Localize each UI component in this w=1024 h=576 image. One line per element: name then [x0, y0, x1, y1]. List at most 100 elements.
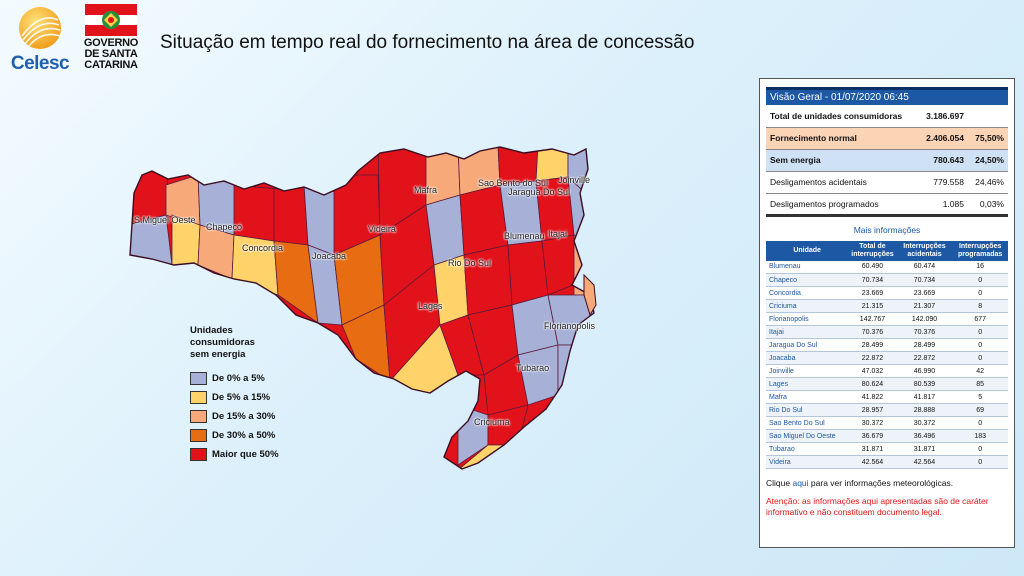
city-label: Joacaba [312, 251, 347, 261]
column-header: Unidade [766, 240, 849, 261]
legend-item: De 5% a 15% [190, 388, 330, 406]
table-row: Lages 80.624 80.539 85 [766, 377, 1008, 391]
overview-label: Total de unidades consumidoras [766, 105, 919, 128]
table-cell: 22.872 [896, 351, 953, 365]
weather-link[interactable]: aqui [792, 478, 809, 488]
table-cell: 0 [952, 351, 1008, 365]
overview-value: 3.186.697 [918, 105, 968, 128]
unit-name-link[interactable]: Concordia [766, 286, 849, 300]
unit-name-link[interactable]: Jaragua Do Sul [766, 338, 849, 352]
unit-name-link[interactable]: Joacaba [766, 351, 849, 365]
concession-area-map[interactable]: S.Miguel Oeste Chapecó Concordia Joacaba… [128, 145, 600, 470]
table-cell: 0 [952, 273, 1008, 287]
unit-name-link[interactable]: Mafra [766, 390, 849, 404]
legend-label: De 0% a 5% [212, 372, 265, 384]
table-cell: 28.888 [896, 403, 953, 417]
map-legend: Unidades consumidoras sem energia De 0% … [190, 325, 330, 464]
city-label: Lages [418, 301, 443, 311]
table-cell: 0 [952, 455, 1008, 469]
page-title: Situação em tempo real do fornecimento n… [160, 32, 695, 53]
unit-name-link[interactable]: Itajai [766, 325, 849, 339]
table-cell: 31.871 [896, 442, 953, 456]
table-cell: 21.307 [896, 299, 953, 313]
unit-name-link[interactable]: Sao Bento Do Sul [766, 416, 849, 430]
state-map[interactable] [128, 145, 600, 470]
overview-pct: 75,50% [967, 127, 1008, 150]
city-label: Videira [368, 224, 396, 234]
unit-name-link[interactable]: Joinville [766, 364, 849, 378]
legend-swatch [190, 371, 207, 385]
unit-name-link[interactable]: Sao Miguel Do Oeste [766, 429, 849, 443]
table-row: Sao Bento Do Sul 30.372 30.372 0 [766, 416, 1008, 430]
city-label: Blumenau [504, 231, 545, 241]
table-row: Joacaba 22.872 22.872 0 [766, 351, 1008, 365]
city-label: Sao Bento do Sul [478, 178, 549, 188]
table-row: Blumenau 60.490 60.474 16 [766, 260, 1008, 274]
table-cell: 30.372 [896, 416, 953, 430]
gov-line-1: GOVERNO [83, 37, 139, 49]
legend-label: De 5% a 15% [212, 391, 271, 403]
overview-table: Total de unidades consumidoras 3.186.697… [766, 105, 1008, 217]
unit-name-link[interactable]: Blumenau [766, 260, 849, 274]
legend-swatch [190, 428, 207, 442]
table-row: Criciuma 21.315 21.307 8 [766, 299, 1008, 313]
table-cell: 0 [952, 286, 1008, 300]
table-cell: 183 [952, 429, 1008, 443]
unit-name-link[interactable]: Lages [766, 377, 849, 391]
table-cell: 46.990 [896, 364, 953, 378]
table-cell: 31.871 [848, 442, 897, 456]
city-label: Mafra [414, 185, 438, 195]
table-cell: 142.090 [896, 312, 953, 326]
table-cell: 69 [952, 403, 1008, 417]
column-header: Interrupções programadas [952, 240, 1008, 261]
legend-label: Maior que 50% [212, 448, 279, 460]
unit-name-link[interactable]: Videira [766, 455, 849, 469]
table-cell: 80.539 [896, 377, 953, 391]
column-header: Interrupções acidentais [896, 240, 953, 261]
overview-pct: 0,03% [967, 193, 1008, 217]
table-cell: 8 [952, 299, 1008, 313]
table-row: Rio Do Sul 28.957 28.888 69 [766, 403, 1008, 417]
table-cell: 60.474 [896, 260, 953, 274]
table-cell: 28.957 [848, 403, 897, 417]
table-cell: 70.376 [848, 325, 897, 339]
table-cell: 23.669 [848, 286, 897, 300]
more-info-link[interactable]: Mais informações [853, 224, 921, 235]
table-cell: 28.499 [896, 338, 953, 352]
table-row: Sao Miguel Do Oeste 36.679 36.496 183 [766, 429, 1008, 443]
table-cell: 5 [952, 390, 1008, 404]
city-label: Jaragua Do Sul [508, 187, 571, 197]
city-label: Florianopolis [544, 321, 596, 331]
table-cell: 22.872 [848, 351, 897, 365]
overview-label: Desligamentos programados [766, 193, 919, 217]
unit-name-link[interactable]: Florianopolis [766, 312, 849, 326]
legend-title-line: consumidoras [190, 337, 255, 348]
table-cell: 142.767 [848, 312, 897, 326]
overview-value: 780.643 [918, 149, 968, 172]
legend-item: De 30% a 50% [190, 426, 330, 444]
overview-panel: Visão Geral - 01/07/2020 06:45 Total de … [759, 78, 1015, 548]
table-cell: 0 [952, 338, 1008, 352]
table-cell: 0 [952, 416, 1008, 430]
city-label: Joinville [558, 175, 591, 185]
government-logo: GOVERNO DE SANTA CATARINA [80, 4, 142, 74]
overview-pct: 24,50% [967, 149, 1008, 172]
legend-item: De 15% a 30% [190, 407, 330, 425]
city-label: Itajai [548, 229, 568, 239]
unit-name-link[interactable]: Criciuma [766, 299, 849, 313]
table-cell: 41.822 [848, 390, 897, 404]
units-table-header: Unidade Total de interrupções Interrupçõ… [766, 240, 1008, 261]
table-row: Itajai 70.376 70.376 0 [766, 325, 1008, 339]
table-row: Florianopolis 142.767 142.090 677 [766, 312, 1008, 326]
table-cell: 30.372 [848, 416, 897, 430]
city-label: Tubarao [516, 363, 550, 373]
table-cell: 85 [952, 377, 1008, 391]
table-cell: 36.496 [896, 429, 953, 443]
table-cell: 60.490 [848, 260, 897, 274]
table-cell: 0 [952, 325, 1008, 339]
table-cell: 42.564 [848, 455, 897, 469]
unit-name-link[interactable]: Tubarao [766, 442, 849, 456]
unit-name-link[interactable]: Rio Do Sul [766, 403, 849, 417]
unit-name-link[interactable]: Chapeco [766, 273, 849, 287]
table-row: Tubarao 31.871 31.871 0 [766, 442, 1008, 456]
